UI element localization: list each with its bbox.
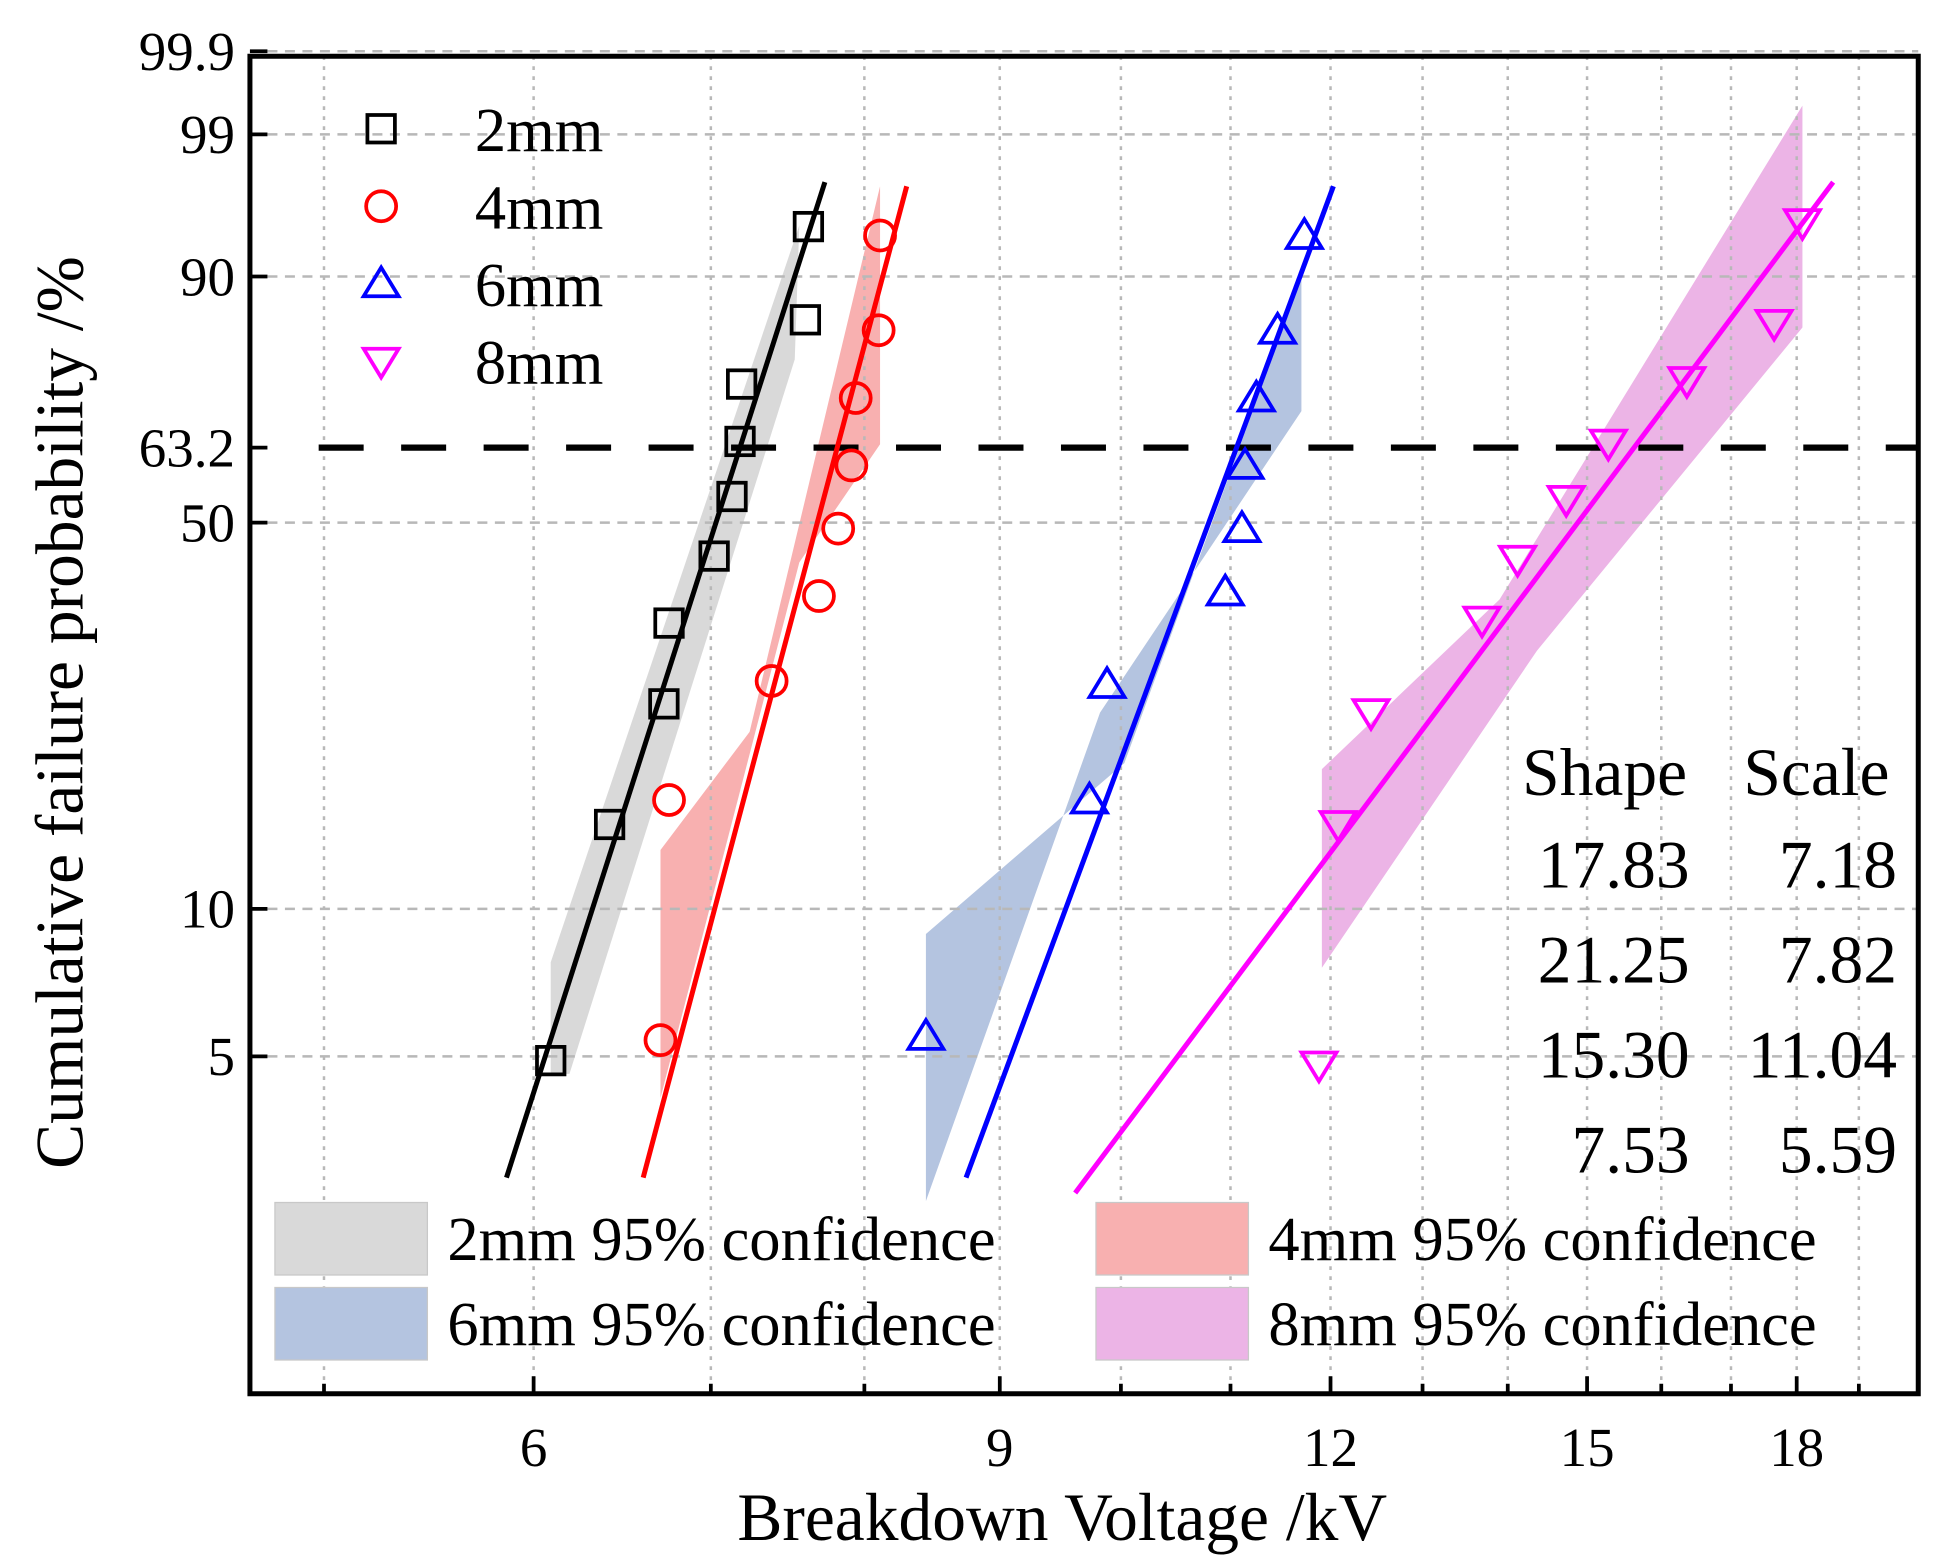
legend-band-swatch-6mm [274, 1286, 429, 1361]
data-point-8mm [1496, 544, 1539, 580]
data-point-4mm [821, 511, 856, 546]
data-point-8mm [1461, 605, 1503, 640]
confidence-band-6mm [925, 277, 1302, 1202]
legend-band-label-2mm: 2mm 95% confidence [447, 1204, 995, 1274]
table-shape-value: 15.30 [1538, 1017, 1690, 1092]
data-point-2mm [648, 688, 680, 720]
data-point-6mm [1204, 572, 1247, 607]
data-point-8mm [1666, 366, 1708, 401]
data-point-6mm [1256, 310, 1299, 345]
legend-label-2mm: 2mm [475, 95, 603, 165]
data-point-8mm [1587, 428, 1630, 463]
data-point-8mm [1350, 698, 1392, 733]
data-point-2mm [716, 480, 748, 513]
table-scale-value: 11.04 [1748, 1017, 1897, 1092]
y-tick-label: 99 [180, 104, 235, 165]
data-point-2mm [698, 540, 730, 572]
y-tick-label: 99.9 [139, 21, 235, 82]
table-header-shape: Shape [1522, 735, 1687, 810]
table-shape-value: 7.53 [1571, 1112, 1689, 1187]
data-point-2mm [792, 210, 825, 243]
data-point-8mm [1753, 308, 1795, 344]
data-point-4mm [863, 218, 897, 253]
data-points [535, 208, 1824, 1085]
data-point-6mm [1086, 664, 1128, 699]
data-point-8mm [1545, 484, 1588, 520]
fit-line-2mm [504, 181, 828, 1179]
confidence-band-4mm [660, 186, 881, 1099]
legend-band-label-6mm: 6mm 95% confidence [447, 1289, 995, 1359]
table-scale-value: 5.59 [1779, 1112, 1897, 1187]
data-point-4mm [861, 313, 896, 348]
grid-lines [249, 50, 1919, 1394]
data-point-4mm [652, 783, 686, 817]
data-point-8mm [1781, 208, 1824, 243]
data-point-6mm [1224, 445, 1266, 480]
table-header-scale: Scale [1743, 735, 1889, 810]
y-tick-label: 63.2 [139, 417, 235, 478]
y-tick-label: 50 [180, 492, 235, 553]
legend-band-label-4mm: 4mm 95% confidence [1268, 1204, 1816, 1274]
data-point-8mm [1317, 810, 1359, 845]
table-shape-value: 21.25 [1538, 922, 1690, 997]
data-point-6mm [1283, 215, 1326, 250]
legend-marker-4mm [364, 189, 399, 224]
data-point-8mm [1298, 1050, 1340, 1085]
fit-line-8mm [1073, 180, 1836, 1195]
data-point-4mm [838, 381, 873, 415]
data-point-6mm [1068, 780, 1111, 815]
data-point-2mm [726, 368, 758, 400]
x-tick-label: 9 [986, 1417, 1013, 1478]
legend-label-8mm: 8mm [475, 328, 603, 398]
plot-frame [247, 53, 1921, 1397]
axes: 6 9 12 15 18 5 10 50 63.2 90 99 99.9 [139, 21, 1921, 1478]
y-tick-label: 5 [207, 1026, 234, 1087]
confidence-band-8mm [1321, 105, 1803, 968]
y-tick-label: 90 [180, 246, 235, 307]
legend-marker-8mm [360, 346, 402, 382]
x-tick-label: 6 [520, 1417, 547, 1478]
data-point-6mm [1221, 508, 1263, 543]
legend-marker-6mm [360, 263, 402, 299]
fit-line-6mm [963, 185, 1336, 1179]
x-tick-label: 12 [1303, 1417, 1358, 1478]
data-point-2mm [789, 304, 822, 336]
legend-band-label-8mm: 8mm 95% confidence [1268, 1289, 1816, 1359]
data-point-4mm [754, 664, 789, 698]
legend-label-6mm: 6mm [475, 250, 603, 320]
legend-band-swatch-8mm [1095, 1286, 1250, 1361]
data-point-6mm [1235, 378, 1278, 413]
data-point-4mm [834, 448, 869, 483]
table-scale-value: 7.82 [1779, 922, 1897, 997]
y-axis-label: Cumulative failure probability /% [22, 256, 97, 1169]
data-point-4mm [643, 1023, 678, 1058]
parameter-table: Shape Scale 17.83 7.18 21.25 7.82 15.30 11.04 7.… [1522, 735, 1897, 1188]
x-tick-label: 18 [1769, 1417, 1824, 1478]
fit-line-4mm [640, 185, 910, 1179]
x-tick-label: 15 [1560, 1417, 1615, 1478]
y-tick-label: 10 [180, 879, 235, 940]
table-shape-value: 17.83 [1538, 827, 1690, 902]
legend-band-swatch-2mm [274, 1201, 429, 1276]
data-point-2mm [535, 1045, 567, 1077]
data-point-2mm [724, 425, 756, 458]
table-scale-value: 7.18 [1779, 827, 1897, 902]
legend-marker-2mm [365, 113, 397, 145]
data-point-4mm [802, 579, 836, 613]
data-point-2mm [653, 607, 685, 639]
x-axis-label: Breakdown Voltage /kV [737, 1480, 1387, 1555]
data-point-2mm [593, 808, 626, 841]
legend-label-4mm: 4mm [475, 173, 603, 243]
fit-lines [504, 180, 1836, 1195]
data-point-6mm [905, 1016, 947, 1051]
legend-band-swatch-4mm [1095, 1201, 1250, 1276]
